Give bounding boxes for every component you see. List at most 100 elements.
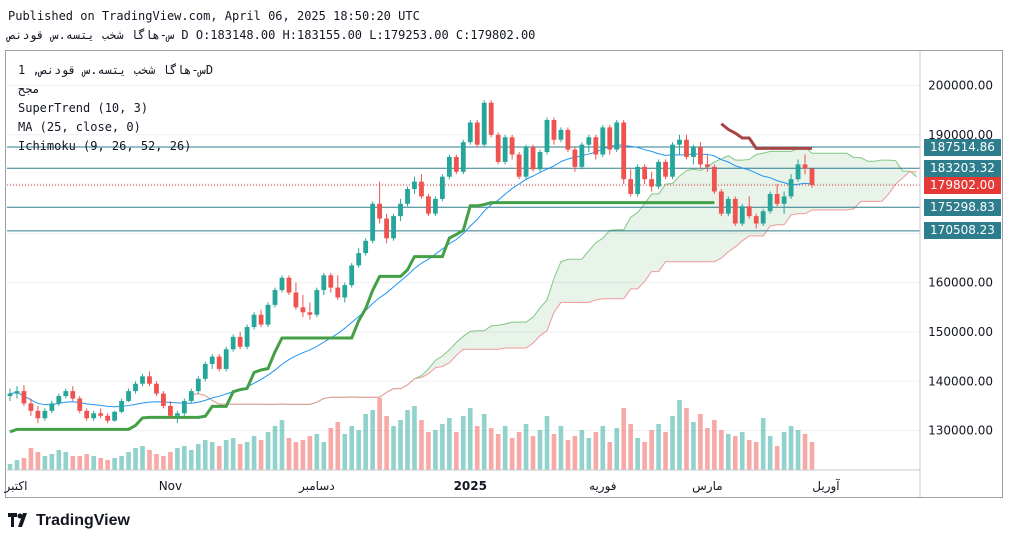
candle	[502, 134, 508, 165]
candle-body	[656, 161, 661, 187]
volume-bar	[454, 432, 459, 470]
candle	[147, 371, 152, 387]
candle-body	[174, 413, 180, 416]
candle-body	[586, 137, 592, 145]
candle-body	[28, 403, 34, 411]
candle	[7, 388, 13, 401]
candle	[426, 193, 431, 217]
candle	[363, 238, 369, 256]
candle	[474, 120, 480, 148]
volume-bar	[691, 422, 696, 470]
candle	[258, 309, 264, 328]
candle-body	[147, 376, 152, 384]
candle	[377, 181, 383, 224]
candle	[328, 272, 334, 293]
volume-bar	[307, 436, 313, 470]
legend-exchange: مجح	[18, 82, 40, 96]
volume-bar	[419, 420, 424, 470]
volume-bar	[363, 414, 368, 470]
candle-body	[181, 400, 187, 414]
volume-bar	[433, 430, 438, 470]
candle-body	[237, 336, 243, 347]
volume-bar	[56, 450, 62, 470]
cloud-fill	[191, 147, 917, 405]
candle	[774, 184, 780, 207]
candle	[349, 262, 355, 288]
candle	[237, 331, 243, 350]
legend-ichimoku[interactable]: Ichimoku (9, 26, 52, 26)	[18, 139, 192, 153]
volume-bar	[161, 456, 166, 470]
candle	[154, 381, 159, 397]
tradingview-logo: TradingView	[8, 512, 130, 532]
volume-bar	[677, 400, 682, 470]
candle-body	[460, 142, 466, 172]
candle	[49, 400, 55, 414]
candle-body	[433, 198, 438, 214]
volume-bar	[265, 432, 271, 470]
supertrend-up-line	[9, 201, 715, 434]
candle	[593, 134, 599, 160]
volume-bar	[495, 434, 501, 470]
candle-body	[579, 144, 585, 167]
candle	[795, 159, 801, 182]
candle-body	[600, 127, 606, 155]
candle-body	[649, 179, 654, 187]
y-tick-label: 160000.00	[928, 276, 993, 290]
candle-body	[607, 127, 613, 150]
candle-body	[670, 144, 675, 177]
legend-symbol: س-هاگا شخب یتسه.س قودنص, 1D	[18, 63, 214, 77]
candle-body	[314, 290, 320, 315]
volume-bar	[746, 440, 752, 470]
candle	[342, 282, 348, 303]
volume-bar	[530, 436, 536, 470]
candle-body	[691, 147, 696, 157]
candle	[195, 376, 201, 394]
volume-bar	[98, 458, 103, 470]
volume-bar	[237, 444, 243, 470]
candle-body	[753, 216, 759, 224]
candle-body	[119, 400, 124, 412]
volume-bar	[440, 424, 445, 470]
volume-bar	[21, 458, 27, 470]
volume-bar	[551, 434, 557, 470]
volume-bar	[272, 426, 278, 470]
volume-bar	[649, 430, 654, 470]
volume-bar	[168, 452, 173, 470]
candle	[168, 400, 173, 419]
volume-bar	[349, 426, 355, 470]
y-tick-label: 140000.00	[928, 374, 993, 388]
legend-supertrend[interactable]: SuperTrend (10, 3)	[18, 101, 149, 115]
volume-bar	[642, 442, 647, 470]
candle-body	[704, 164, 710, 167]
volume-bar	[488, 428, 494, 470]
candle-body	[7, 393, 13, 397]
candle	[684, 134, 689, 160]
candle	[523, 144, 529, 180]
candle	[663, 159, 668, 180]
volume-bar	[467, 408, 473, 470]
volume-bar	[788, 426, 794, 470]
volume-bar	[7, 464, 13, 470]
candle-body	[391, 216, 396, 239]
candle-body	[530, 147, 536, 170]
candle	[760, 208, 766, 226]
volume-bar	[572, 436, 578, 470]
candle	[753, 213, 759, 229]
volume-bar	[670, 416, 675, 470]
volume-bar	[209, 442, 215, 470]
volume-bar	[558, 426, 564, 470]
candle	[112, 410, 118, 422]
candle	[105, 413, 111, 424]
candle	[63, 388, 69, 399]
ma-line	[9, 144, 813, 408]
candle-body	[809, 168, 815, 186]
candle-body	[795, 164, 801, 180]
candle	[91, 410, 97, 421]
volume-bar	[621, 408, 627, 470]
x-tick-label: 2025	[454, 479, 487, 493]
supertrend-down-line	[720, 122, 812, 150]
candle-body	[244, 327, 250, 347]
price-label: 170508.23	[924, 222, 1001, 240]
legend-ma[interactable]: MA (25, close, 0)	[18, 120, 141, 134]
